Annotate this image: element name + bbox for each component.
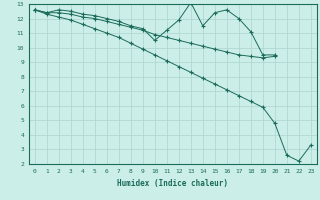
X-axis label: Humidex (Indice chaleur): Humidex (Indice chaleur) xyxy=(117,179,228,188)
